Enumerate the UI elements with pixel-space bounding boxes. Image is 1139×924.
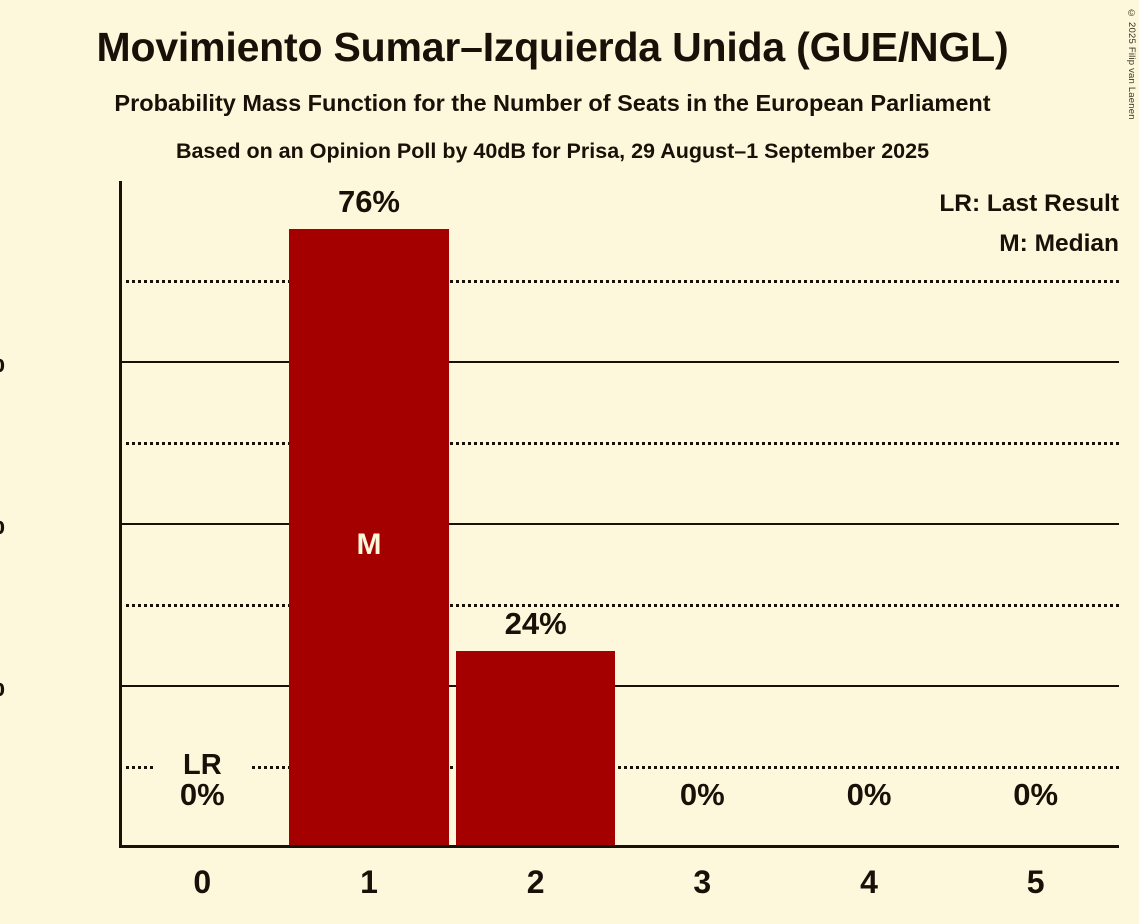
- gridline-50pct: [119, 442, 1119, 445]
- x-axis-tick-label-4: 4: [860, 864, 878, 900]
- x-axis-tick-label-1: 1: [360, 864, 378, 900]
- chart-subtitle: Probability Mass Function for the Number…: [114, 90, 991, 116]
- legend-item-last-result: LR: Last Result: [939, 190, 1119, 217]
- y-axis-line: [119, 181, 122, 848]
- bar-seat-2[interactable]: [455, 650, 616, 845]
- legend-item-median: M: Median: [999, 230, 1119, 257]
- last-result-marker: LR: [155, 750, 250, 780]
- gridline-30pct: [119, 604, 1119, 607]
- bar-value-label-seat-3: 0%: [679, 777, 725, 812]
- x-axis-tick-label-2: 2: [526, 864, 545, 900]
- plot-area: [119, 181, 1119, 848]
- median-marker: M: [356, 528, 382, 561]
- bar-value-label-seat-4: 0%: [846, 777, 892, 812]
- bar-value-label-seat-5: 0%: [1013, 777, 1059, 812]
- chart-source-line: Based on an Opinion Poll by 40dB for Pri…: [175, 139, 930, 163]
- bar-value-label-seat-1: 76%: [337, 184, 400, 220]
- x-axis-tick-label-0: 0: [193, 864, 212, 900]
- chart-legend: LR: Last Result M: Median: [939, 184, 1119, 264]
- x-axis-tick-label-5: 5: [1026, 864, 1045, 900]
- gridline-10pct: [119, 766, 1119, 769]
- copyright-notice: © 2025 Filip van Laenen: [1126, 8, 1137, 120]
- gridline-60pct: [119, 361, 1119, 363]
- gridline-20pct: [119, 685, 1119, 687]
- x-axis-line: [119, 845, 1119, 848]
- page-title: Movimiento Sumar–Izquierda Unida (GUE/NG…: [96, 24, 1009, 70]
- bar-value-label-seat-2: 24%: [504, 605, 567, 641]
- gridline-70pct: [119, 280, 1119, 283]
- bar-value-label-seat-0: 0%: [179, 777, 225, 812]
- bar-seat-1[interactable]: [289, 229, 449, 845]
- gridline-40pct: [119, 523, 1119, 525]
- x-axis-tick-label-3: 3: [693, 864, 712, 900]
